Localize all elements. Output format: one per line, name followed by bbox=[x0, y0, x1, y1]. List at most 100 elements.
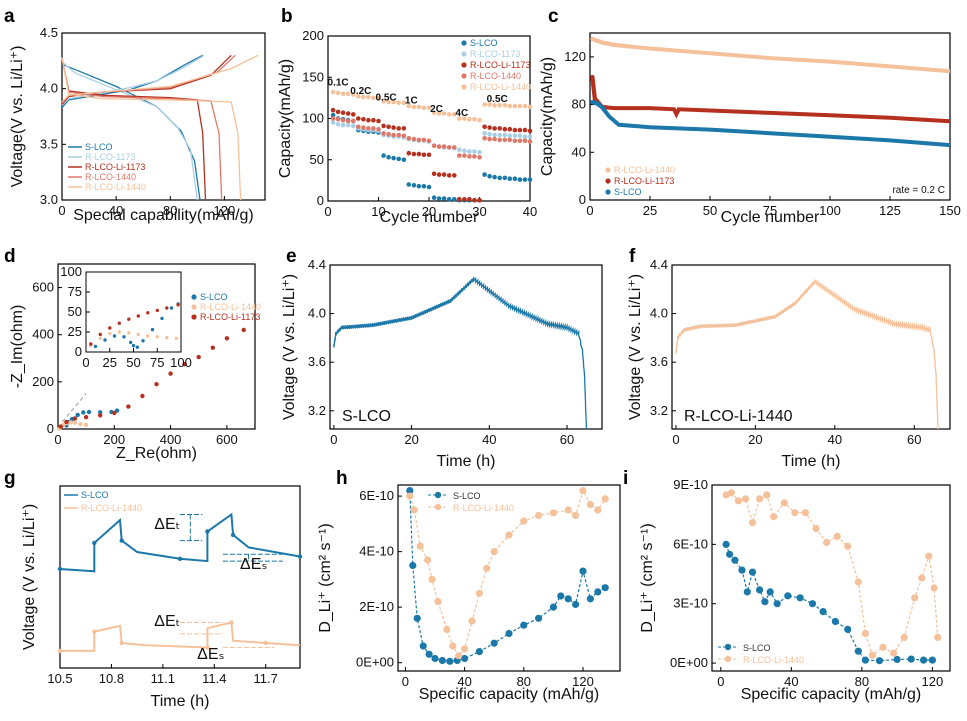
panel-d-point-R-LCO-Li-1173 bbox=[112, 410, 117, 416]
panel-b-point-R-LCO-1173 bbox=[351, 123, 356, 129]
panel-c-point-R-LCO-Li-1440 bbox=[620, 43, 626, 48]
panel-b-point-R-LCO-1440 bbox=[386, 131, 391, 137]
panel-g-point-R-LCO-Li-1440 bbox=[229, 620, 234, 625]
panel-h-xtick-label: 40 bbox=[457, 674, 471, 689]
panel-d-inset-point-R-LCO-Li-1173 bbox=[136, 314, 140, 318]
panel-a-legend-label: S-LCO bbox=[85, 142, 113, 152]
panel-b-point-R-LCO-1440 bbox=[351, 118, 356, 124]
panel-i-xlabel: Specific capacity (mAh/g) bbox=[741, 686, 922, 703]
panel-b-point-R-LCO-Li-1173 bbox=[421, 152, 427, 158]
panel-i-point-R-LCO-Li-1440 bbox=[763, 491, 771, 499]
panel-f-letter: f bbox=[629, 246, 636, 267]
panel-d-inset-point-R-LCO-Li-1440 bbox=[174, 336, 178, 341]
panel-b-point-R-LCO-Li-1173 bbox=[386, 124, 391, 130]
panel-b-point-S-LCO bbox=[426, 184, 432, 190]
panel-b-point-R-LCO-1440 bbox=[421, 137, 427, 143]
panel-b-point-S-LCO bbox=[386, 155, 391, 160]
panel-b-point-R-LCO-1440 bbox=[487, 136, 492, 142]
panel-d-ytick-label: 0 bbox=[47, 421, 54, 436]
panel-b-point-R-LCO-Li-1173 bbox=[381, 123, 386, 129]
panel-b-point-S-LCO bbox=[512, 176, 518, 181]
panel-g-legend-label: R-LCO-Li-1440 bbox=[81, 503, 142, 513]
panel-b-point-R-LCO-Li-1440 bbox=[406, 103, 412, 109]
panel-b-point-R-LCO-1440 bbox=[345, 118, 351, 124]
panel-h-legend-marker bbox=[434, 503, 442, 511]
panel-b-point-R-LCO-Li-1173 bbox=[391, 125, 396, 130]
panel-b-point-R-LCO-Li-1440 bbox=[477, 117, 482, 123]
panel-b-point-R-LCO-1440 bbox=[371, 126, 376, 131]
panel-b-point-R-LCO-1173 bbox=[330, 120, 336, 125]
panel-d-inset-point-R-LCO-Li-1440 bbox=[136, 332, 140, 337]
panel-i-letter: i bbox=[623, 468, 628, 489]
panel-b-point-R-LCO-1440 bbox=[527, 139, 533, 144]
panel-f-voltage-trace bbox=[675, 279, 939, 430]
panel-d-inset-point-R-LCO-Li-1173 bbox=[98, 332, 103, 337]
panel-h-point-R-LCO-Li-1440 bbox=[490, 548, 498, 556]
panel-a-xtick-label: 80 bbox=[163, 203, 177, 218]
panel-c-ytick-label: 80 bbox=[572, 97, 586, 112]
panel-b-point-R-LCO-1173 bbox=[457, 147, 462, 153]
panel-b-point-R-LCO-Li-1173 bbox=[492, 126, 497, 131]
panel-i-xtick-label: 0 bbox=[717, 674, 724, 689]
panel-d-point-R-LCO-Li-1440 bbox=[83, 422, 89, 427]
panel-b-point-R-LCO-Li-1173 bbox=[487, 125, 492, 130]
panel-h-point-S-LCO bbox=[520, 621, 528, 629]
panel-b-point-R-LCO-1173 bbox=[467, 149, 472, 154]
panel-a-legend-label: R-LCO-Li-1173 bbox=[85, 162, 145, 172]
panel-i-point-R-LCO-Li-1440 bbox=[868, 651, 877, 659]
panel-b-point-S-LCO bbox=[527, 177, 533, 182]
panel-i-point-R-LCO-Li-1440 bbox=[823, 538, 831, 547]
panel-g-point-S-LCO bbox=[177, 556, 183, 561]
panel-d-ylabel: -Z_Im(ohm) bbox=[9, 305, 26, 389]
panel-b-point-R-LCO-1440 bbox=[406, 136, 412, 141]
panel-i-legend-label: S-LCO bbox=[743, 643, 771, 653]
panel-f-xtick-label: 0 bbox=[672, 432, 679, 447]
panel-i-ytick-label: 9E-10 bbox=[673, 477, 708, 492]
panel-h-point-S-LCO bbox=[594, 588, 602, 596]
panel-b-point-R-LCO-Li-1173 bbox=[371, 117, 376, 123]
panel-c-annotation: rate = 0.2 C bbox=[892, 185, 945, 196]
panel-b-rate-label: 0.1C bbox=[328, 78, 349, 89]
panel-i-point-S-LCO bbox=[907, 655, 915, 663]
panel-b-point-R-LCO-Li-1173 bbox=[512, 127, 518, 133]
panel-g-point-R-LCO-Li-1440 bbox=[92, 629, 97, 634]
panel-b-point-R-LCO-Li-1440 bbox=[462, 116, 467, 121]
panel-c-xlabel: Cycle number bbox=[721, 209, 820, 226]
panel-b-point-S-LCO bbox=[487, 174, 492, 179]
panel-d-inset-point-S-LCO bbox=[135, 345, 139, 349]
panel-g-annotation: ΔEₛ bbox=[197, 646, 224, 663]
panel-i-point-S-LCO bbox=[726, 550, 734, 558]
panel-b-point-S-LCO bbox=[421, 183, 427, 189]
panel-b-legend-label: R-LCO-1173 bbox=[470, 49, 520, 59]
panel-d-point-S-LCO bbox=[75, 412, 80, 418]
panel-a-legend-label: R-LCO-1440 bbox=[85, 172, 136, 182]
panel-i-point-R-LCO-Li-1440 bbox=[741, 495, 750, 503]
panel-c-xtick-label: 50 bbox=[703, 203, 717, 218]
panel-h-point-S-LCO bbox=[572, 600, 580, 609]
panel-b-rate-label: 0.2C bbox=[350, 86, 371, 97]
panel-g-line-R-LCO-Li-1440 bbox=[60, 621, 301, 652]
panel-h-point-R-LCO-Li-1440 bbox=[505, 531, 513, 539]
panel-c-legend-label: R-LCO-Li-1173 bbox=[614, 176, 674, 186]
panel-d-inset-point-S-LCO bbox=[160, 316, 164, 321]
panel-d-point-R-LCO-Li-1173 bbox=[154, 382, 159, 387]
panel-i-point-R-LCO-Li-1440 bbox=[861, 629, 870, 638]
panel-b-point-R-LCO-1173 bbox=[335, 122, 341, 127]
panel-b-ytick-label: 150 bbox=[302, 69, 324, 84]
panel-b-point-R-LCO-Li-1440 bbox=[487, 102, 492, 107]
panel-i-point-R-LCO-Li-1440 bbox=[844, 542, 852, 550]
panel-b-point-R-LCO-Li-1440 bbox=[421, 105, 427, 111]
panel-b-point-S-LCO bbox=[507, 176, 513, 181]
panel-b-point-R-LCO-1440 bbox=[477, 155, 482, 160]
panel-d-point-R-LCO-Li-1173 bbox=[210, 345, 215, 350]
panel-a-xtick-label: 0 bbox=[58, 203, 65, 218]
panel-i-point-S-LCO bbox=[722, 540, 730, 549]
panel-i-point-S-LCO bbox=[796, 594, 804, 602]
panel-a-charge-R-LCO-1173 bbox=[61, 54, 205, 106]
panel-i-point-R-LCO-Li-1440 bbox=[748, 519, 757, 527]
panel-i-point-R-LCO-Li-1440 bbox=[911, 594, 919, 602]
panel-b-letter: b bbox=[281, 6, 293, 27]
panel-f-series-label: R-LCO-Li-1440 bbox=[684, 408, 793, 425]
panel-b-point-R-LCO-1440 bbox=[391, 132, 396, 138]
panel-i-point-S-LCO bbox=[893, 655, 901, 664]
